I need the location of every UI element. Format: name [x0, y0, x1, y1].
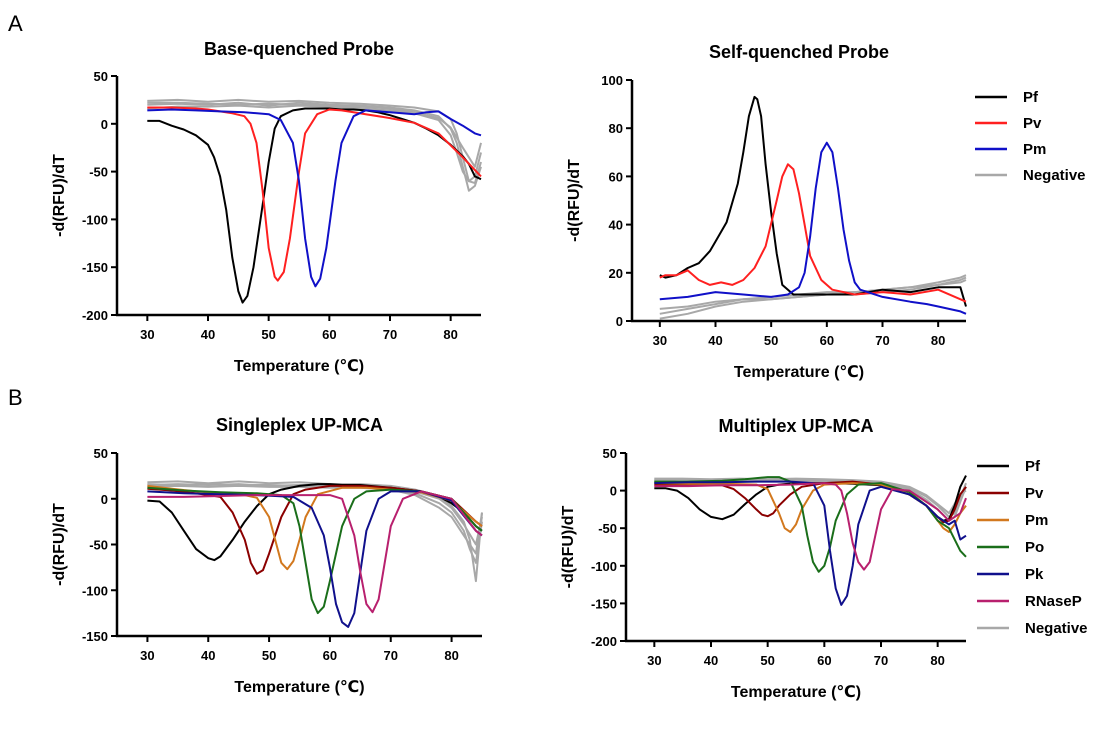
y-axis-label: -d(RFU)/dT — [566, 159, 583, 242]
x-axis-label: Temperature (℃) — [731, 684, 861, 701]
x-tick-label: 80 — [930, 653, 944, 668]
series-line-negative — [147, 101, 482, 168]
x-tick-label: 60 — [817, 653, 831, 668]
y-tick-label: 50 — [603, 446, 617, 461]
chart-1: Base-quenched Probe Temperature (℃) -d(RFU… — [51, 39, 482, 375]
y-tick-label: -100 — [591, 559, 617, 574]
y-tick-label: -200 — [591, 634, 617, 649]
series-line-negative — [147, 104, 482, 183]
legend-label-negative: Negative — [1025, 620, 1088, 637]
y-tick-label: -50 — [89, 165, 108, 180]
series-line-pm — [147, 108, 482, 288]
y-tick-label: 0 — [610, 484, 617, 499]
y-tick-label: 60 — [609, 169, 623, 184]
panel-label-a: A — [8, 11, 23, 36]
series-line-pk — [654, 480, 967, 606]
chart-3: Singleplex UP-MCA Temperature (℃) -d(RFU)/… — [51, 415, 483, 696]
y-tick-label: 100 — [601, 73, 623, 88]
legend-label-pm: Pm — [1025, 512, 1048, 529]
x-tick-label: 70 — [383, 327, 397, 342]
series-line-pm — [654, 482, 967, 533]
y-tick-label: 50 — [94, 69, 108, 84]
series-line-negative — [147, 98, 482, 185]
series-line-pm — [147, 484, 483, 571]
y-axis-label: -d(RFU)/dT — [51, 154, 68, 237]
y-tick-label: 50 — [94, 446, 108, 461]
chart-title: Self-quenched Probe — [709, 42, 889, 62]
chart-4: Multiplex UP-MCA Temperature (℃) -d(RFU)/d… — [560, 416, 1088, 701]
x-tick-label: 30 — [647, 653, 661, 668]
x-tick-label: 50 — [760, 653, 774, 668]
y-tick-label: 0 — [616, 314, 623, 329]
chart-2: Self-quenched Probe Temperature (℃) -d(RFU… — [566, 42, 1086, 381]
legend-label-rnasep: RNaseP — [1025, 593, 1082, 610]
y-tick-label: -100 — [82, 212, 108, 227]
y-tick-label: -100 — [82, 583, 108, 598]
x-tick-label: 30 — [140, 327, 154, 342]
x-tick-label: 30 — [653, 333, 667, 348]
y-tick-label: 0 — [101, 492, 108, 507]
x-axis-label: Temperature (℃) — [734, 364, 864, 381]
legend-label-negative: Negative — [1023, 167, 1086, 184]
series-line-negative — [659, 274, 967, 315]
y-axis-label: -d(RFU)/dT — [560, 505, 577, 588]
legend-label-pf: Pf — [1025, 458, 1041, 475]
x-tick-label: 70 — [875, 333, 889, 348]
series-line-rnasep — [654, 482, 967, 571]
legend-label-pk: Pk — [1025, 566, 1044, 583]
y-axis-label: -d(RFU)/dT — [51, 503, 68, 586]
y-tick-label: -50 — [89, 538, 108, 553]
x-tick-label: 80 — [931, 333, 945, 348]
x-tick-label: 70 — [874, 653, 888, 668]
chart-title: Multiplex UP-MCA — [719, 416, 874, 436]
y-tick-label: -50 — [598, 521, 617, 536]
y-tick-label: -150 — [82, 260, 108, 275]
series-line-pf — [659, 95, 967, 307]
x-axis-label: Temperature (℃) — [234, 358, 364, 375]
y-tick-label: 0 — [101, 117, 108, 132]
y-tick-label: -150 — [82, 629, 108, 644]
x-tick-label: 80 — [444, 648, 458, 663]
series-line-pv — [147, 106, 482, 282]
panel-label-b: B — [8, 385, 23, 410]
series-line-pm — [659, 141, 967, 315]
x-tick-label: 40 — [708, 333, 722, 348]
x-tick-label: 60 — [323, 648, 337, 663]
x-axis-label: Temperature (℃) — [234, 679, 364, 696]
y-tick-label: 20 — [609, 266, 623, 281]
legend-label-pv: Pv — [1025, 485, 1044, 502]
x-tick-label: 40 — [704, 653, 718, 668]
chart-title: Base-quenched Probe — [204, 39, 394, 59]
x-tick-label: 50 — [262, 648, 276, 663]
x-tick-label: 50 — [764, 333, 778, 348]
y-tick-label: 80 — [609, 121, 623, 136]
x-tick-label: 80 — [443, 327, 457, 342]
x-tick-label: 50 — [261, 327, 275, 342]
y-tick-label: -200 — [82, 308, 108, 323]
x-tick-label: 30 — [140, 648, 154, 663]
legend-label-pm: Pm — [1023, 141, 1046, 158]
chart-title: Singleplex UP-MCA — [216, 415, 383, 435]
x-tick-label: 70 — [384, 648, 398, 663]
x-tick-label: 40 — [201, 648, 215, 663]
legend-label-pf: Pf — [1023, 89, 1039, 106]
series-line-negative — [654, 477, 967, 515]
y-tick-label: 40 — [609, 218, 623, 233]
legend-label-po: Po — [1025, 539, 1044, 556]
x-tick-label: 60 — [322, 327, 336, 342]
x-tick-label: 40 — [201, 327, 215, 342]
x-tick-label: 60 — [820, 333, 834, 348]
y-tick-label: -150 — [591, 596, 617, 611]
series-line-rnasep — [147, 490, 483, 614]
series-line-pf — [147, 107, 482, 304]
series-line-pv — [659, 163, 967, 303]
legend-label-pv: Pv — [1023, 115, 1042, 132]
